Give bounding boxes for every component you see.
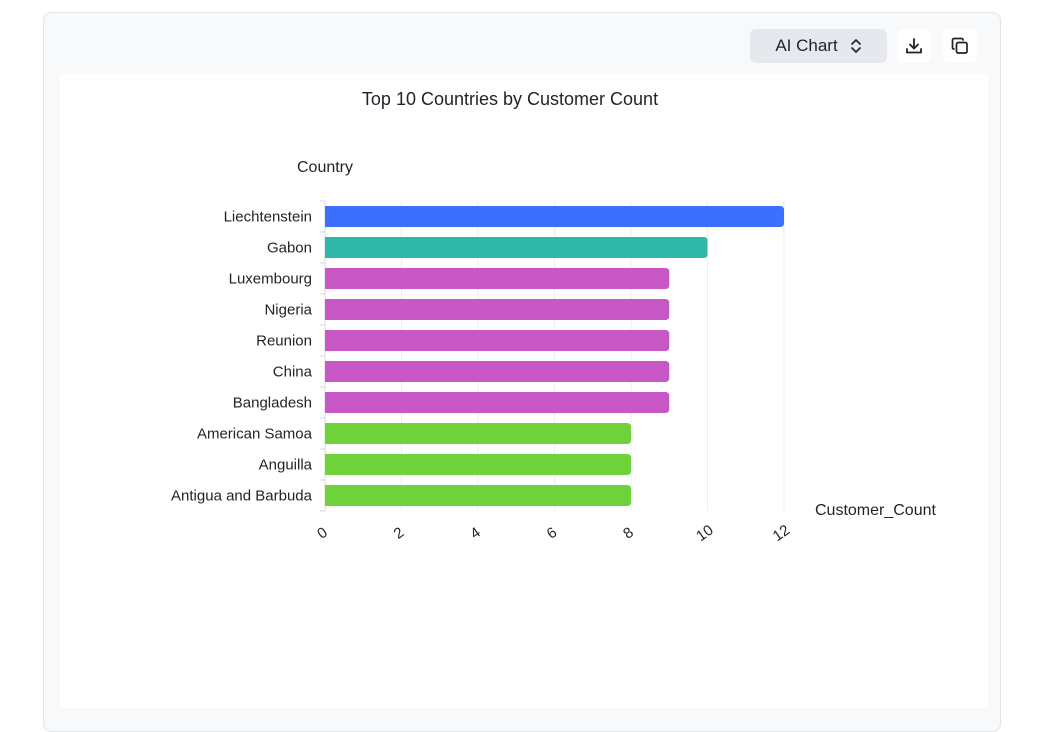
y-tick-label: Liechtenstein bbox=[224, 209, 312, 226]
chart-panel: AI Chart Top 10 Countries by C bbox=[43, 12, 1001, 732]
bar-chart: Top 10 Countries by Customer Count Count… bbox=[171, 89, 937, 545]
y-tick-label: Bangladesh bbox=[233, 395, 312, 412]
bar-bangladesh[interactable] bbox=[325, 392, 670, 413]
bar-nigeria[interactable] bbox=[325, 299, 670, 320]
x-tick-label: 8 bbox=[620, 524, 637, 543]
chevron-up-down-icon bbox=[850, 38, 862, 54]
download-icon bbox=[906, 38, 922, 54]
y-tick-label: Antigua and Barbuda bbox=[171, 488, 313, 505]
y-tick-label: Gabon bbox=[267, 240, 312, 257]
chart-type-label: AI Chart bbox=[775, 36, 838, 55]
y-tick-label: Nigeria bbox=[264, 302, 312, 319]
x-tick-label: 6 bbox=[544, 524, 561, 543]
chart-toolbar: AI Chart bbox=[44, 13, 1000, 73]
chart-type-select[interactable]: AI Chart bbox=[750, 29, 887, 63]
y-tick-label: Anguilla bbox=[259, 457, 313, 474]
bar-american-samoa[interactable] bbox=[325, 423, 631, 444]
y-tick-label: Reunion bbox=[256, 333, 312, 350]
y-axis-label: Country bbox=[297, 159, 353, 176]
bar-luxembourg[interactable] bbox=[325, 268, 670, 289]
chart-title: Top 10 Countries by Customer Count bbox=[362, 89, 658, 109]
bar-gabon[interactable] bbox=[325, 237, 708, 258]
bar-anguilla[interactable] bbox=[325, 454, 631, 475]
bar-reunion[interactable] bbox=[325, 330, 670, 351]
bar-china[interactable] bbox=[325, 361, 670, 382]
x-axis-label: Customer_Count bbox=[815, 502, 937, 519]
y-tick-label: China bbox=[273, 364, 313, 381]
bar-liechtenstein[interactable] bbox=[325, 206, 784, 227]
x-tick-label: 2 bbox=[391, 524, 408, 543]
chart-canvas: Top 10 Countries by Customer Count Count… bbox=[60, 74, 988, 708]
download-button[interactable] bbox=[897, 29, 931, 63]
copy-button[interactable] bbox=[943, 29, 977, 63]
x-tick-label: 0 bbox=[314, 524, 331, 543]
x-tick-label: 12 bbox=[770, 522, 793, 545]
y-tick-label: Luxembourg bbox=[229, 271, 312, 288]
bar-antigua-and-barbuda[interactable] bbox=[325, 485, 631, 506]
y-tick-label: American Samoa bbox=[197, 426, 313, 443]
x-tick-label: 4 bbox=[467, 524, 484, 543]
x-tick-label: 10 bbox=[693, 522, 716, 545]
copy-icon bbox=[951, 37, 968, 54]
